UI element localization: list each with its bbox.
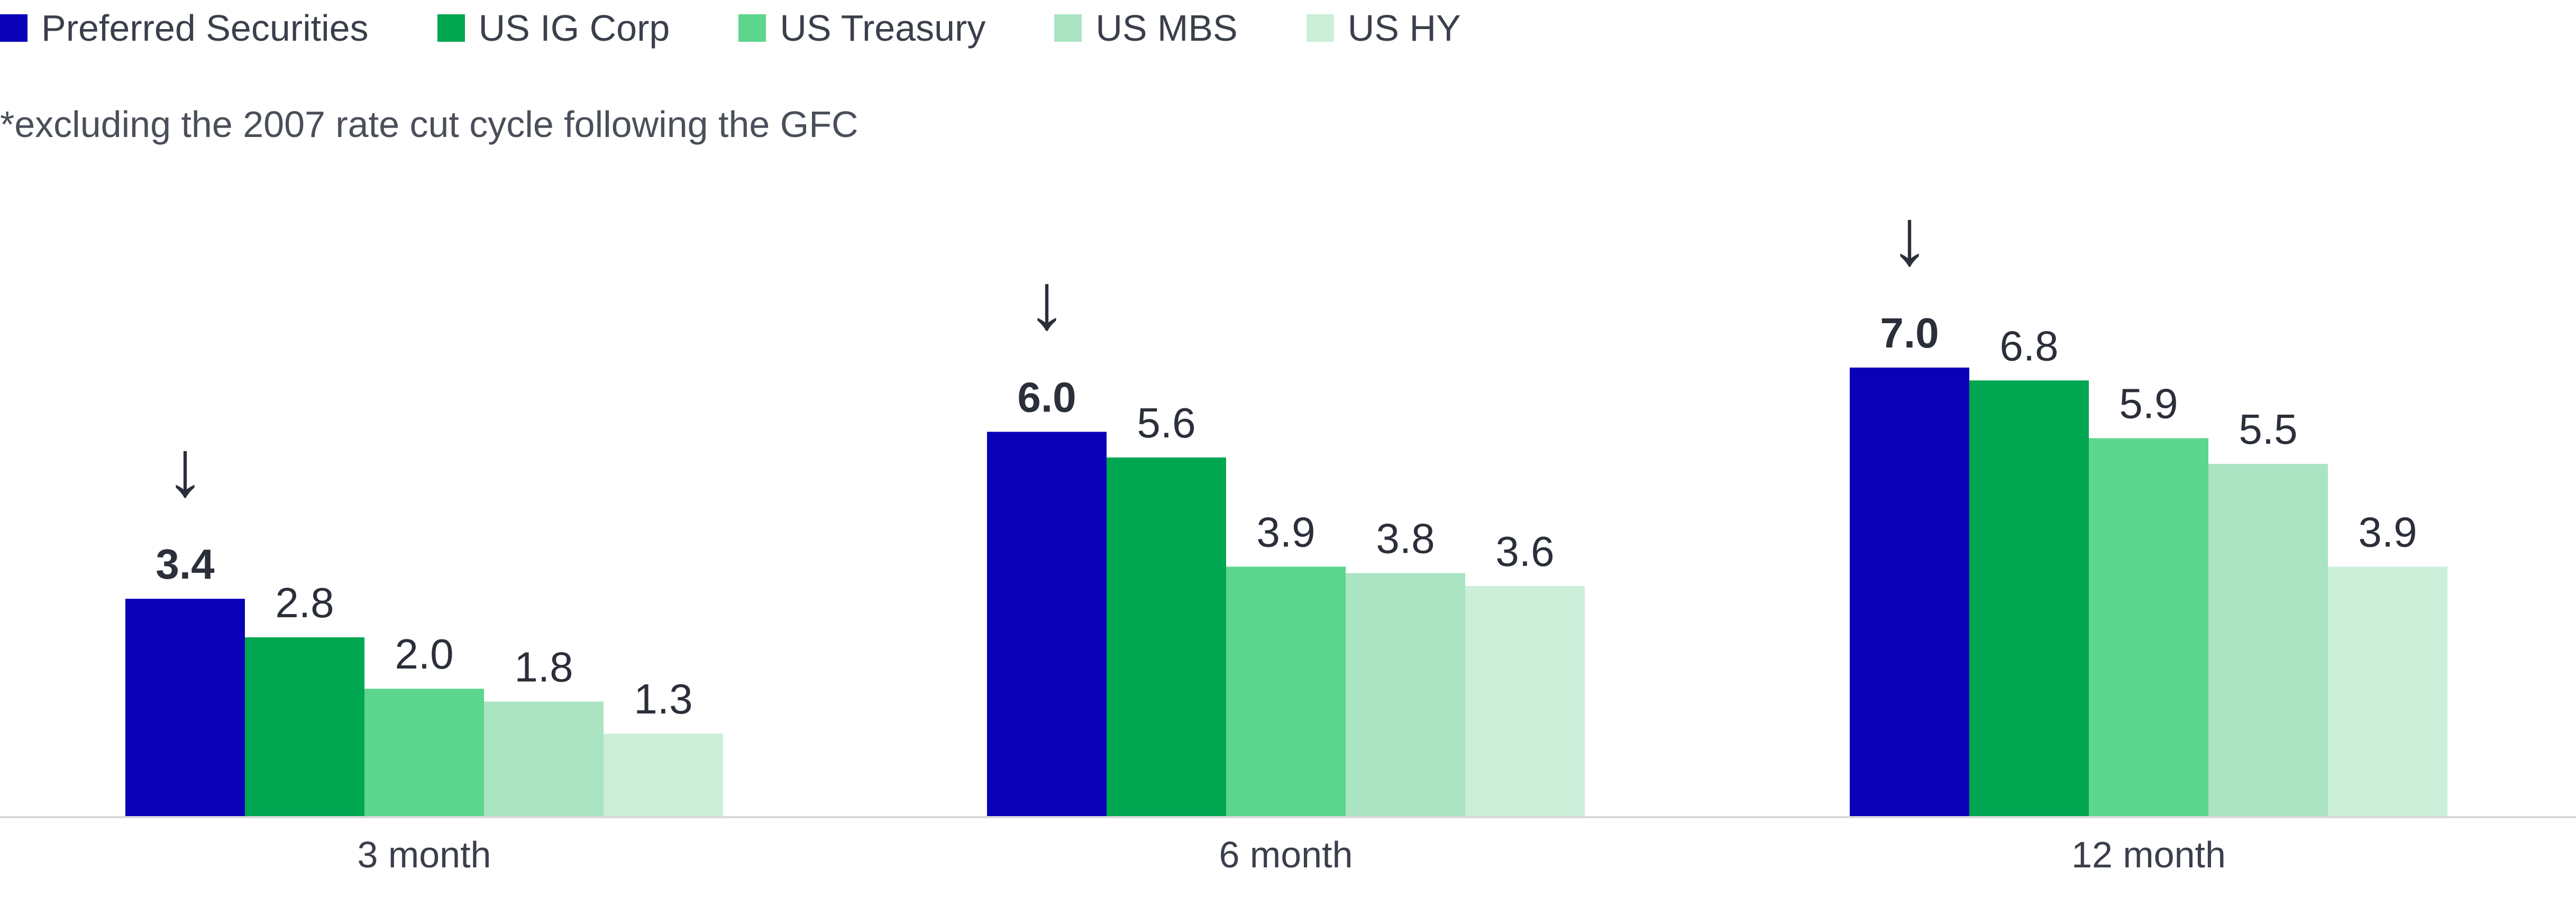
- bar: [245, 637, 364, 817]
- bar: [1346, 573, 1465, 817]
- bar: [1226, 566, 1346, 817]
- bar: [604, 734, 723, 817]
- data-label: 5.6: [1137, 399, 1195, 446]
- data-label: 2.0: [395, 630, 453, 678]
- bar: [1850, 368, 1969, 817]
- data-label: 6.8: [1999, 322, 2058, 369]
- bar: [1969, 380, 2089, 817]
- down-arrow-icon: ↓: [1890, 193, 1930, 281]
- data-label: 7.0: [1880, 309, 1939, 356]
- data-label: 3.9: [2358, 508, 2417, 555]
- down-arrow-icon: ↓: [1027, 257, 1067, 345]
- data-label: 6.0: [1017, 373, 1076, 420]
- x-tick-label: 12 month: [2071, 834, 2226, 875]
- data-label: 3.4: [156, 541, 215, 588]
- data-label: 3.9: [1256, 508, 1315, 555]
- data-label: 3.8: [1376, 515, 1435, 562]
- data-label: 5.5: [2239, 406, 2297, 453]
- data-label: 3.6: [1495, 528, 1554, 575]
- data-label: 1.3: [634, 675, 692, 722]
- bar: [987, 432, 1107, 817]
- data-label: 5.9: [2119, 380, 2178, 427]
- x-tick-label: 3 month: [358, 834, 491, 875]
- data-label: 2.8: [275, 579, 334, 626]
- down-arrow-icon: ↓: [166, 424, 205, 513]
- bar: [1107, 457, 1226, 817]
- data-label: 1.8: [514, 643, 573, 690]
- x-tick-label: 6 month: [1219, 834, 1353, 875]
- bar: [484, 701, 604, 817]
- bar: [2089, 438, 2208, 817]
- bar: [125, 599, 245, 817]
- bar: [2328, 566, 2447, 817]
- bar: [1465, 586, 1585, 817]
- bar: [2208, 464, 2328, 817]
- bar: [364, 689, 484, 817]
